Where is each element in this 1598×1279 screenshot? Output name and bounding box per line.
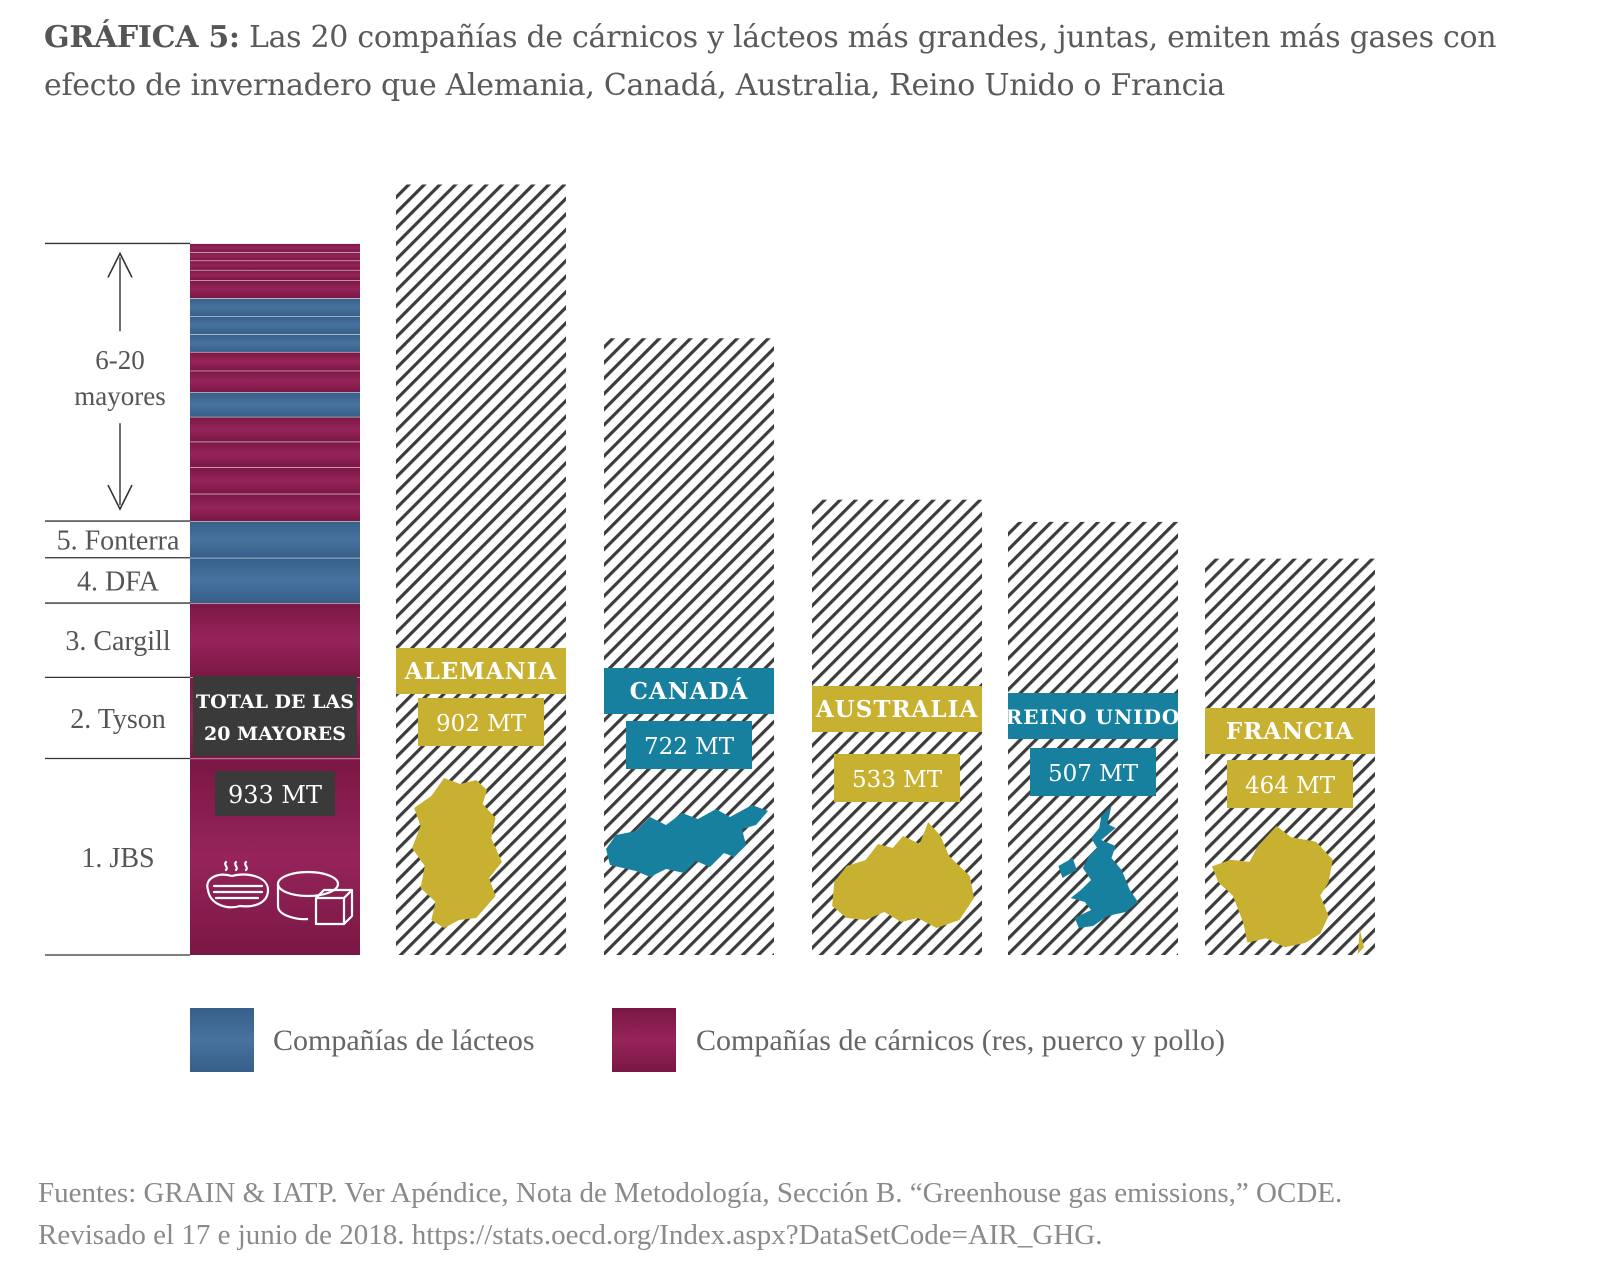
stack-segment-6	[190, 493, 360, 522]
legend-label-dairy: Compañías de lácteos	[273, 1024, 535, 1057]
country-bar-3: AUSTRALIA 533 MT	[812, 499, 982, 955]
total-value-box	[215, 770, 335, 816]
country-value-box-1	[418, 698, 544, 746]
stack-segment-16	[190, 280, 360, 299]
arrow-down-icon	[107, 484, 133, 511]
country-name-label-5: FRANCIA	[1226, 718, 1354, 745]
stack-segment-11	[190, 370, 360, 393]
source-line-1: Fuentes: GRAIN & IATP. Ver Apéndice, Not…	[38, 1177, 1343, 1209]
country-name-label-4: REINO UNIDO	[1006, 705, 1181, 729]
country-value-label-1: 902 MT	[436, 711, 527, 737]
stack-segment-12	[190, 351, 360, 371]
country-value-label-5: 464 MT	[1245, 773, 1336, 799]
country-bars-group: ALEMANIA 902 MT CANADÁ 722 MT AUSTRALIA 533 M…	[396, 184, 1375, 955]
range-label-line-1: 6-20	[95, 345, 145, 375]
chart-canvas: TOTAL DE LAS 20 MAYORES 933 MT 1. JBS 2. Ty…	[45, 184, 1375, 956]
country-name-label-3: AUSTRALIA	[815, 696, 979, 723]
company-label-5: 5. Fonterra	[57, 525, 180, 556]
stack-segment-18	[190, 260, 360, 270]
total-label-box	[193, 675, 357, 756]
country-name-label-1: ALEMANIA	[404, 658, 558, 685]
legend-swatch-meat	[612, 1008, 676, 1072]
company-label-1: 1. JBS	[81, 843, 154, 874]
stack-segment-14	[190, 316, 360, 334]
stack-segment-10	[190, 392, 360, 417]
stack-segment-9	[190, 416, 360, 442]
source-note: Fuentes: GRAIN & IATP. Ver Apéndice, Not…	[38, 1172, 1568, 1256]
country-value-box-3	[834, 754, 960, 802]
stack-segment-13	[190, 333, 360, 352]
stack-segment-17	[190, 269, 360, 281]
total-label-line-2: 20 MAYORES	[204, 723, 346, 745]
country-map-icon-1	[412, 778, 502, 928]
cheese-icon-side	[276, 884, 309, 921]
country-name-label-2: CANADÁ	[630, 678, 749, 705]
country-value-label-3: 533 MT	[852, 767, 943, 793]
meat-icon-grill-lines	[212, 884, 264, 900]
country-bar-2: CANADÁ 722 MT	[604, 338, 774, 955]
stack-segment-15	[190, 298, 360, 317]
country-name-box-4	[1008, 693, 1178, 739]
range-label-line-2: mayores	[74, 381, 165, 411]
chart-title-text: Las 20 compañías de cárnicos y lácteos m…	[44, 20, 1497, 103]
country-map-icon-3	[832, 822, 975, 928]
chart-title-prefix: GRÁFICA 5:	[44, 20, 240, 55]
country-value-box-2	[626, 721, 752, 769]
arrow-up-icon	[107, 251, 133, 278]
stack-segment-5	[190, 521, 360, 558]
country-name-box-1	[396, 648, 566, 694]
country-value-label-2: 722 MT	[644, 734, 735, 760]
country-map-icon-4	[1058, 806, 1139, 928]
meat-icon	[206, 860, 270, 909]
country-bar-4: REINO UNIDO 507 MT	[1006, 521, 1181, 955]
country-bar-1: ALEMANIA 902 MT	[396, 184, 566, 955]
steam-icon	[224, 860, 248, 872]
stack-segment-19	[190, 251, 360, 261]
meat-icon-outline	[206, 873, 270, 909]
company-label-4: 4. DFA	[77, 566, 160, 597]
country-value-box-5	[1227, 760, 1353, 808]
total-value-label: 933 MT	[228, 781, 322, 809]
country-value-box-4	[1030, 748, 1156, 796]
legend-label-meat: Compañías de cárnicos (res, puerco y pol…	[696, 1024, 1225, 1057]
cheese-icon	[276, 870, 354, 926]
country-map-icon-5	[1212, 826, 1364, 955]
source-line-2: Revisado el 17 e junio de 2018. https://…	[38, 1219, 1103, 1251]
country-name-box-2	[604, 668, 774, 714]
country-name-box-5	[1205, 708, 1375, 754]
company-labels-group: 1. JBS 2. Tyson 3. Cargill 4. DFA 5. Fonterr…	[45, 242, 190, 956]
stack-segment-4	[190, 557, 360, 604]
country-bar-5: FRANCIA 464 MT	[1205, 558, 1375, 955]
cheese-icon-block	[314, 888, 354, 926]
country-value-label-4: 507 MT	[1048, 761, 1139, 787]
total-label-line-1: TOTAL DE LAS	[196, 691, 354, 713]
company-label-3: 3. Cargill	[65, 626, 170, 657]
stack-segment-7	[190, 467, 360, 494]
chart-title: GRÁFICA 5: Las 20 compañías de cárnicos …	[44, 14, 1544, 110]
stack-segment-3	[190, 603, 360, 678]
stack-segment-20	[190, 243, 360, 252]
country-map-icon-2	[606, 805, 768, 877]
company-label-2: 2. Tyson	[70, 704, 166, 735]
country-name-box-3	[812, 686, 982, 732]
stacked-bar-group: TOTAL DE LAS 20 MAYORES 933 MT	[190, 242, 360, 955]
stack-segment-8	[190, 441, 360, 468]
legend-swatch-dairy	[190, 1008, 254, 1072]
